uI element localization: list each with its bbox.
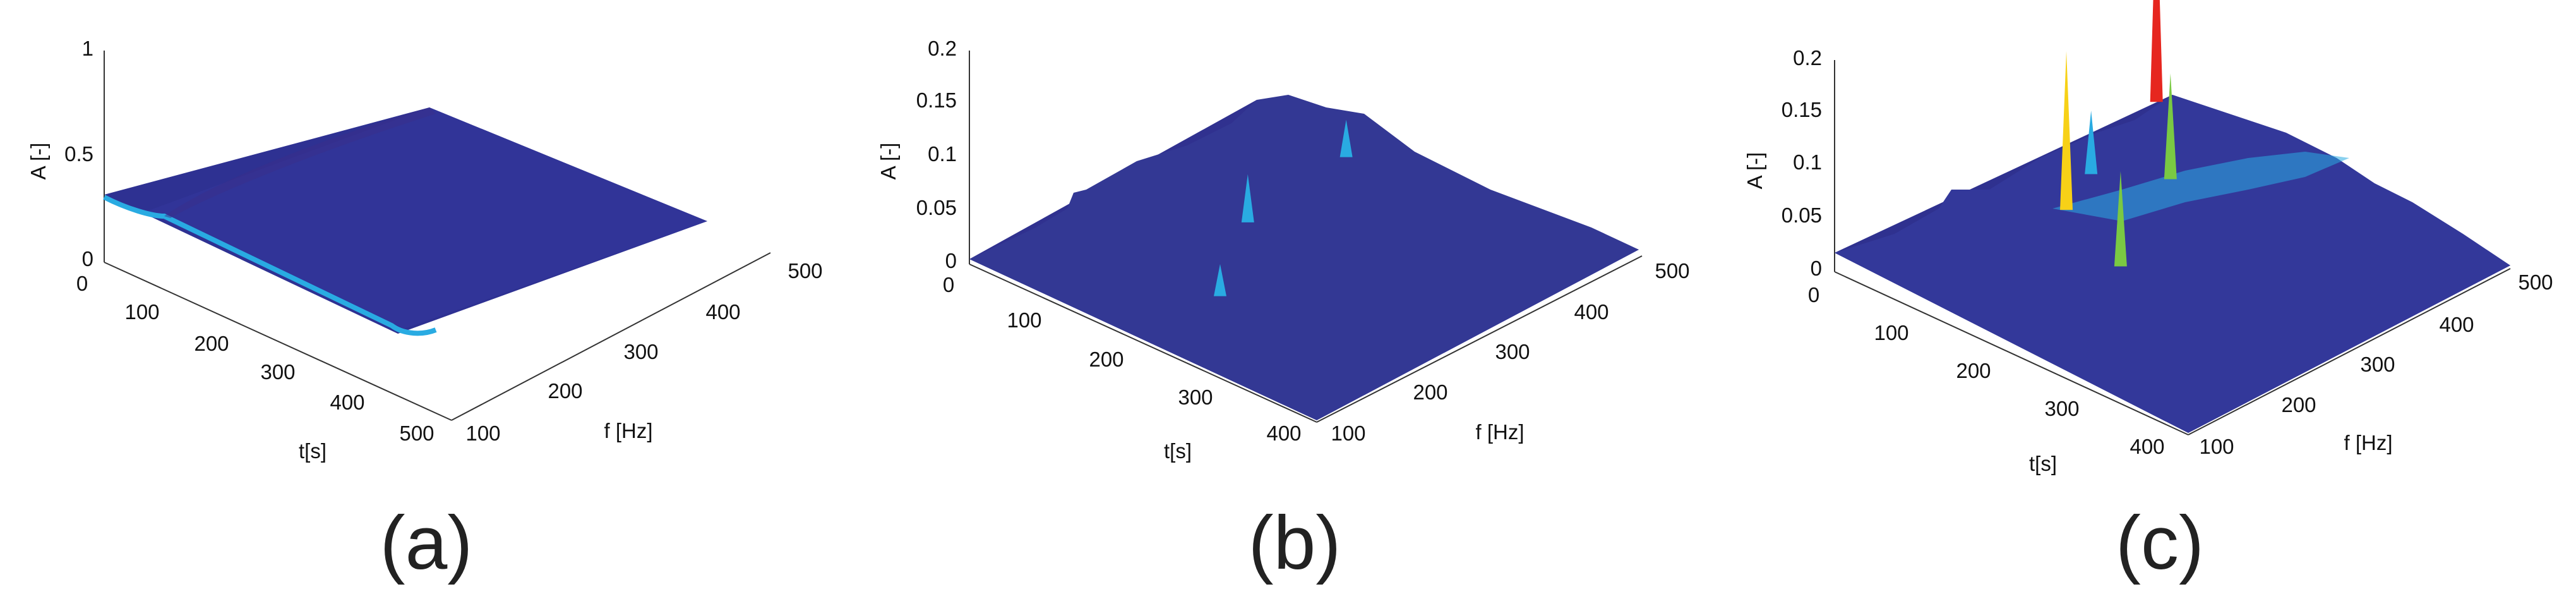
panel-c-cyan-band — [2052, 152, 2349, 221]
panel-c-y-label: f [Hz] — [2344, 431, 2392, 454]
panel-a-edge-highlight — [103, 195, 437, 336]
panel-c-peak-1 — [2150, 0, 2163, 102]
panel-c-peaks — [2060, 0, 2177, 267]
panel-a-z-tick-1: 0.5 — [64, 142, 93, 166]
panel-a-surface-dip — [164, 107, 436, 218]
panel-a-x-tick-0: 0 — [76, 272, 88, 295]
panel-c-x-tick-0: 0 — [1808, 283, 1819, 307]
panel-c-z-tick-0: 0 — [1811, 257, 1822, 280]
panel-b-x-tick-0: 0 — [943, 273, 954, 296]
panel-b-caption: (b) — [1249, 501, 1341, 585]
panel-b-z-tick-2: 0.1 — [928, 142, 957, 166]
panel-c-y-tick-4: 500 — [2518, 270, 2553, 294]
panel-c-peak-4 — [2085, 110, 2098, 174]
panel-b-x-tick-2: 200 — [1089, 348, 1123, 371]
panel-c-y-tick-2: 300 — [2360, 353, 2395, 376]
panel-a-y-tick-1: 200 — [548, 379, 582, 403]
panel-a-y-tick-0: 100 — [465, 422, 500, 445]
panel-a-x-label: t[s] — [299, 439, 326, 463]
panel-a-y-tick-2: 300 — [623, 340, 658, 363]
panel-a-y-tick-4: 500 — [788, 259, 822, 282]
panel-b-x-tick-4: 400 — [1266, 422, 1301, 445]
panel-b-y-tick-3: 400 — [1574, 300, 1609, 324]
panel-b-y-tick-4: 500 — [1655, 259, 1689, 282]
panel-b-z-tick-1: 0.05 — [916, 196, 957, 219]
panel-c-x-tick-3: 300 — [2044, 397, 2079, 420]
panel-b-y-label: f [Hz] — [1475, 420, 1524, 444]
panel-a-z-label: A [-] — [27, 143, 50, 180]
panel-a-surface-shade — [145, 107, 707, 329]
panel-b-y-tick-1: 200 — [1413, 380, 1447, 404]
panel-a-caption: (a) — [380, 501, 473, 585]
panel-c-ridge — [1835, 95, 2510, 433]
panel-b-x-tick-3: 300 — [1178, 385, 1213, 409]
panel-c-z-tick-4: 0.2 — [1793, 46, 1822, 70]
panel-b-peak-1 — [1213, 264, 1226, 296]
panel-a-x-tick-4: 400 — [330, 391, 364, 414]
panel-b-x-tick-1: 100 — [1007, 308, 1041, 332]
panel-c-x-label: t[s] — [2029, 452, 2057, 475]
panel-c-peak-3 — [2164, 73, 2177, 179]
panel-c-x-tick-2: 200 — [1956, 359, 1991, 382]
panel-c: 0 0.05 0.1 0.15 0.2 0 100 200 300 400 10… — [1743, 0, 2553, 585]
panel-c-z-tick-2: 0.1 — [1793, 150, 1822, 174]
panel-a-x-tick-1: 100 — [124, 300, 159, 324]
panel-a-y-label: f [Hz] — [604, 419, 652, 442]
panel-c-caption: (c) — [2116, 501, 2204, 585]
panel-c-box — [1834, 60, 2511, 435]
panel-b-x-label: t[s] — [1164, 439, 1192, 463]
panel-c-z-label: A [-] — [1743, 152, 1766, 190]
panel-c-z-tick-3: 0.15 — [1782, 98, 1822, 121]
panel-b-peak-2 — [1339, 119, 1353, 157]
panel-c-peak-2 — [2114, 171, 2127, 267]
panel-c-x-tick-4: 400 — [2130, 435, 2164, 458]
panel-b-z-tick-4: 0.2 — [928, 37, 957, 60]
panel-c-y-tick-1: 200 — [2281, 393, 2316, 416]
panel-b-ridge — [969, 95, 1639, 420]
panel-b-y-tick-0: 100 — [1331, 422, 1365, 445]
panel-b-z-label: A [-] — [877, 143, 900, 180]
panel-c-z-tick-1: 0.05 — [1782, 203, 1822, 227]
panel-a-z-tick-0: 0 — [82, 247, 93, 270]
panel-a: 0 0.5 1 0 100 200 300 400 500 100 200 30… — [27, 37, 823, 585]
panel-c-x-tick-1: 100 — [1874, 321, 1908, 344]
panel-b: 0 0.05 0.1 0.15 0.2 0 100 200 300 400 10… — [877, 37, 1690, 585]
panel-b-z-tick-0: 0 — [945, 249, 957, 272]
panel-a-x-tick-2: 200 — [194, 332, 229, 355]
panel-a-z-tick-2: 1 — [82, 37, 93, 60]
panel-c-y-tick-3: 400 — [2439, 313, 2474, 336]
panel-c-peak-0 — [2060, 51, 2073, 210]
panel-a-x-tick-3: 300 — [260, 360, 295, 384]
panel-a-x-tick-5: 500 — [399, 422, 434, 445]
panel-b-box — [969, 51, 1643, 423]
panel-b-peak-0 — [1241, 174, 1254, 222]
panel-c-y-tick-0: 100 — [2199, 435, 2234, 458]
panel-b-peaks — [1213, 119, 1353, 296]
panel-a-box — [104, 51, 771, 421]
panel-b-z-tick-3: 0.15 — [916, 88, 957, 112]
panel-a-y-tick-3: 400 — [705, 300, 740, 324]
panel-b-y-tick-2: 300 — [1495, 340, 1530, 363]
